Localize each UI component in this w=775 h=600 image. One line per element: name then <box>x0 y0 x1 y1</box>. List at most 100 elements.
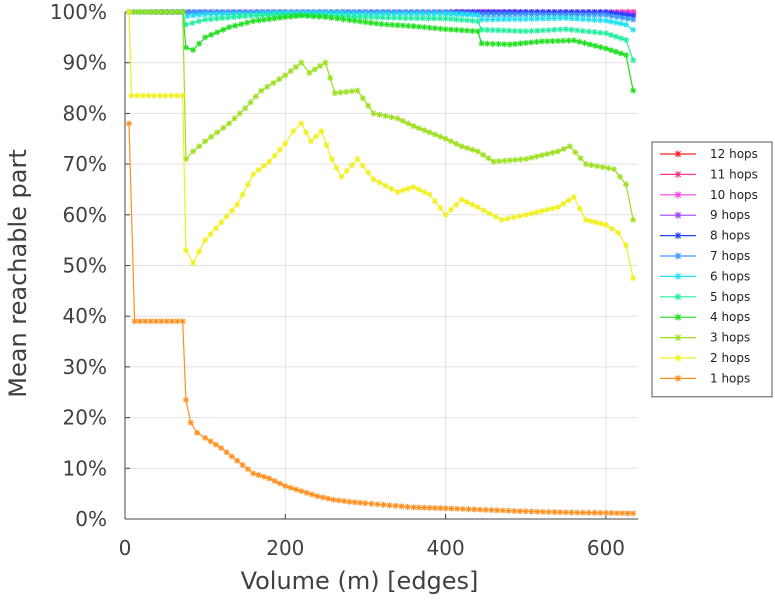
data-point <box>298 120 305 127</box>
data-point <box>533 153 540 160</box>
data-point <box>496 158 503 165</box>
data-point <box>425 15 432 22</box>
data-point <box>357 18 364 25</box>
data-point <box>136 318 143 325</box>
data-point <box>270 79 277 86</box>
data-point <box>539 15 546 22</box>
legend-item: 12 hops <box>660 147 758 161</box>
data-point <box>533 38 540 45</box>
data-point <box>346 498 353 505</box>
data-point <box>486 210 493 217</box>
data-point <box>399 187 406 194</box>
data-point <box>490 11 497 18</box>
legend-item: 6 hops <box>660 269 750 283</box>
data-point <box>196 143 203 150</box>
data-point <box>158 318 165 325</box>
data-point <box>511 16 518 23</box>
data-point <box>437 25 444 32</box>
data-point <box>572 149 579 156</box>
data-point <box>207 231 214 238</box>
data-point <box>602 221 609 228</box>
data-point <box>322 59 329 66</box>
data-point <box>495 27 502 34</box>
data-point <box>622 52 629 59</box>
data-point <box>252 93 259 100</box>
data-point <box>469 17 476 24</box>
data-point <box>617 35 624 42</box>
data-point <box>152 318 159 325</box>
data-point <box>174 92 181 99</box>
data-point <box>464 11 470 18</box>
data-point <box>587 218 594 225</box>
data-point <box>474 12 481 19</box>
data-point <box>613 510 620 517</box>
data-point <box>370 110 377 117</box>
data-point <box>442 505 449 512</box>
data-point <box>410 504 417 511</box>
data-point <box>607 18 614 25</box>
legend-item: 9 hops <box>660 208 750 222</box>
legend-label: 3 hops <box>710 331 750 345</box>
series-line <box>128 11 634 279</box>
data-point <box>234 201 241 208</box>
data-point <box>325 495 332 502</box>
data-point <box>580 509 587 516</box>
data-point <box>574 11 581 18</box>
data-point <box>332 90 339 97</box>
data-point <box>316 13 323 20</box>
data-point <box>448 505 455 512</box>
data-point <box>480 207 487 214</box>
data-point <box>330 496 337 503</box>
data-point <box>158 9 165 15</box>
legend-label: 8 hops <box>710 229 750 243</box>
data-point <box>585 28 592 35</box>
data-point <box>484 26 491 33</box>
data-point <box>379 14 386 21</box>
data-point <box>322 14 329 21</box>
data-point <box>373 20 380 27</box>
data-point <box>276 76 283 83</box>
data-point <box>354 156 361 163</box>
data-point <box>276 146 283 153</box>
data-point <box>580 11 587 18</box>
data-point <box>410 23 417 30</box>
data-point <box>362 500 369 507</box>
data-point <box>318 128 325 135</box>
data-point <box>238 21 245 28</box>
data-point <box>196 40 203 47</box>
data-point <box>469 11 476 18</box>
data-point <box>250 18 257 25</box>
data-point <box>551 26 558 33</box>
data-point <box>597 12 604 19</box>
data-point <box>506 157 513 164</box>
data-point <box>607 47 614 54</box>
data-point <box>480 151 487 158</box>
data-point <box>591 29 598 36</box>
data-point <box>163 9 170 15</box>
data-point <box>142 318 149 325</box>
data-point <box>244 19 251 26</box>
data-point <box>208 133 215 140</box>
data-point <box>282 483 289 490</box>
legend-item: 10 hops <box>660 188 758 202</box>
data-point <box>399 118 406 125</box>
data-point <box>560 37 567 44</box>
data-point <box>447 206 454 213</box>
data-point <box>385 14 392 21</box>
data-point <box>202 34 209 41</box>
legend-item: 2 hops <box>660 351 750 365</box>
data-point <box>415 23 422 30</box>
data-point <box>613 13 620 20</box>
data-point <box>426 504 433 511</box>
data-point <box>616 173 623 180</box>
data-point <box>169 318 176 325</box>
data-point <box>303 489 310 496</box>
data-point <box>539 27 546 34</box>
data-point <box>382 182 389 189</box>
data-point <box>630 275 637 282</box>
data-point <box>182 247 189 254</box>
data-point <box>228 453 235 460</box>
data-point <box>566 143 573 150</box>
data-point <box>349 161 356 168</box>
data-point <box>242 105 249 112</box>
